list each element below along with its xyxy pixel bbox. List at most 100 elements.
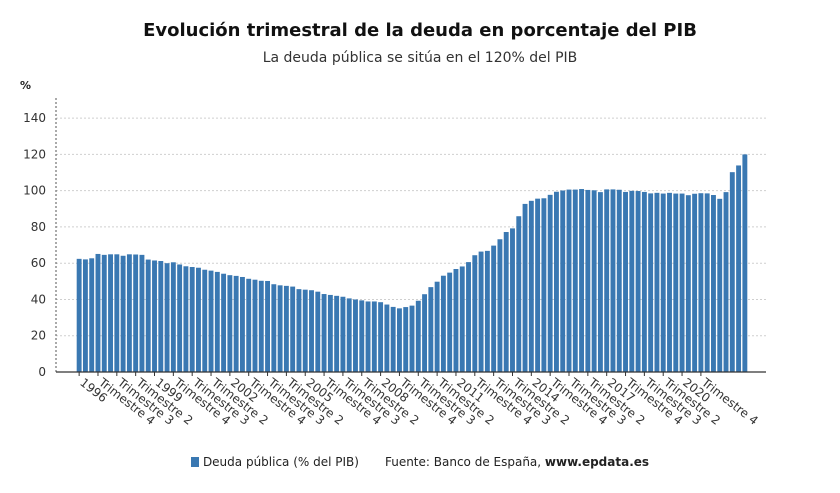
bar xyxy=(685,195,691,372)
bar xyxy=(641,191,647,372)
bar xyxy=(447,272,453,372)
bar xyxy=(440,275,446,372)
bar xyxy=(453,269,459,372)
bar xyxy=(126,254,132,372)
y-tick-label: 140 xyxy=(23,111,46,125)
bar xyxy=(654,192,660,372)
y-tick-label: 60 xyxy=(31,256,46,270)
bar xyxy=(302,289,308,372)
bar xyxy=(428,287,434,372)
bar xyxy=(472,255,478,372)
bar xyxy=(265,280,270,372)
bar xyxy=(290,286,296,372)
bars xyxy=(76,154,748,372)
legend-swatch xyxy=(190,457,199,467)
bar xyxy=(554,191,559,372)
y-axis-unit-label: % xyxy=(20,79,31,92)
bar xyxy=(189,267,195,372)
bar xyxy=(711,195,716,372)
bar xyxy=(133,254,139,372)
bar xyxy=(283,285,289,372)
bar xyxy=(409,305,415,372)
chart-subtitle: La deuda pública se sitúa en el 120% del… xyxy=(262,50,578,66)
bar xyxy=(616,189,622,372)
bar xyxy=(139,254,145,372)
legend: Deuda pública (% del PIB) Fuente: Banco d… xyxy=(0,455,840,469)
bar xyxy=(635,191,641,372)
bar xyxy=(742,154,748,372)
y-tick-label: 80 xyxy=(31,220,46,234)
bar xyxy=(717,198,723,372)
bar xyxy=(466,262,471,372)
bar xyxy=(516,216,522,372)
bar xyxy=(610,189,616,372)
bar xyxy=(396,308,402,372)
bar xyxy=(371,301,377,372)
bar xyxy=(491,245,497,372)
bar xyxy=(346,298,352,372)
bar xyxy=(321,294,327,372)
bar xyxy=(221,273,227,372)
bar xyxy=(227,275,233,372)
bar xyxy=(629,190,635,372)
bar xyxy=(334,295,340,372)
bar xyxy=(76,258,82,372)
y-tick-label: 20 xyxy=(31,329,46,343)
bar xyxy=(434,281,440,372)
bar xyxy=(704,193,710,372)
bar xyxy=(528,200,534,372)
bar xyxy=(698,193,704,372)
bar xyxy=(183,266,189,372)
bar xyxy=(648,193,654,372)
bar xyxy=(252,279,258,372)
bar xyxy=(271,284,277,372)
bar xyxy=(277,285,283,372)
bar xyxy=(82,259,88,372)
bar xyxy=(667,192,672,372)
bar xyxy=(158,261,164,372)
bar xyxy=(679,193,685,372)
bar xyxy=(170,262,176,372)
bar xyxy=(478,251,484,372)
bar xyxy=(258,280,264,372)
y-tick-label: 0 xyxy=(38,365,46,379)
bar xyxy=(202,269,208,372)
bar xyxy=(390,306,396,372)
bar xyxy=(729,172,735,372)
bar xyxy=(196,267,201,372)
bar xyxy=(572,189,578,372)
bar xyxy=(459,266,465,372)
bar xyxy=(177,264,183,372)
bar xyxy=(114,254,120,372)
y-tick-label: 100 xyxy=(23,184,46,198)
bar xyxy=(547,194,553,372)
bar xyxy=(95,253,101,372)
bar xyxy=(309,290,314,372)
bar xyxy=(415,300,421,372)
bar xyxy=(484,250,490,372)
bar xyxy=(604,189,610,372)
bar xyxy=(403,307,409,372)
source-prefix: Fuente: Banco de España, xyxy=(384,455,545,469)
bar xyxy=(359,300,365,372)
bar xyxy=(623,191,628,372)
bar xyxy=(120,255,126,372)
bar xyxy=(585,189,591,372)
legend-series-label: Deuda pública (% del PIB) xyxy=(202,455,359,469)
bar xyxy=(541,198,547,372)
bar xyxy=(89,258,95,372)
bar xyxy=(246,278,252,372)
bar xyxy=(692,193,698,372)
bar xyxy=(384,304,390,372)
bar xyxy=(233,275,239,372)
bar xyxy=(327,294,333,372)
bar xyxy=(353,299,358,372)
y-tick-label: 120 xyxy=(23,147,46,161)
bar xyxy=(208,270,214,372)
bar xyxy=(736,165,742,372)
bar xyxy=(510,228,515,372)
bar xyxy=(535,198,541,372)
bar xyxy=(365,301,371,372)
